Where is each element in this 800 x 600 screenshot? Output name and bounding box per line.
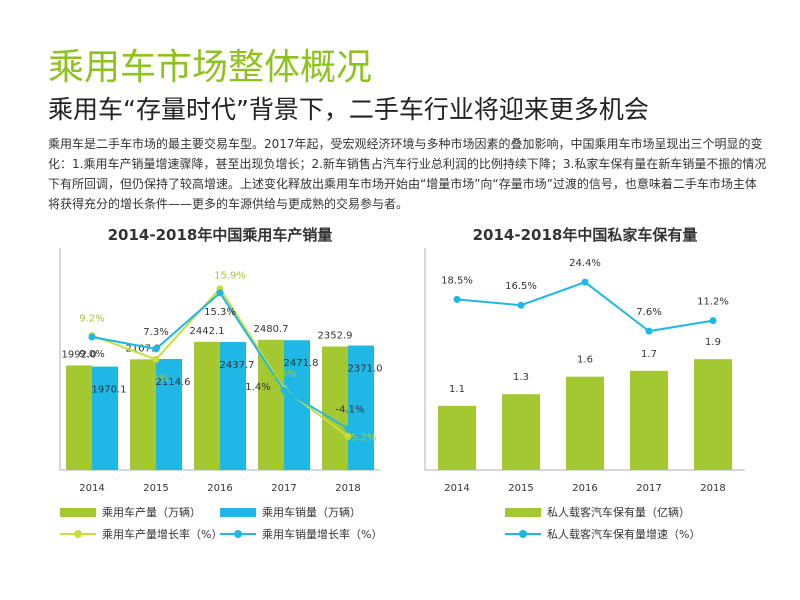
body-paragraph: 乘用车是二手车市场的最主要交易车型。2017年起，受宏观经济环境与多种市场因素的… bbox=[48, 137, 767, 211]
bar-ownership-2016 bbox=[566, 376, 604, 470]
bar-sales-2015 bbox=[156, 358, 182, 470]
data-label-sales-growth-2016: 15.3% bbox=[204, 307, 236, 318]
data-label-ownership-growth-2018: 11.2% bbox=[697, 297, 729, 308]
x-tick-label-2016: 2016 bbox=[207, 483, 232, 494]
point-production-growth-2018 bbox=[344, 432, 352, 440]
chart-1-legend: 乘用车产量（万辆） 乘用车销量（万辆） 乘用车产量增长率（%） 乘用车销量增长率… bbox=[60, 504, 400, 544]
point-ownership-growth-2018 bbox=[709, 317, 717, 325]
chart-2-legend: 私人载客汽车保有量（亿辆） 私人载客汽车保有量增速（%） bbox=[505, 504, 765, 544]
page-subtitle: 乘用车“存量时代”背景下，二手车行业将迎来更多机会 bbox=[48, 95, 649, 124]
data-label-sales-2017: 2471.8 bbox=[284, 358, 319, 369]
legend-item-production-growth: 乘用车产量增长率（%） bbox=[60, 526, 222, 542]
data-label-ownership-2016: 1.6 bbox=[577, 355, 593, 366]
bar-ownership-2015 bbox=[502, 394, 540, 470]
legend-item-sales: 乘用车销量（万辆） bbox=[220, 504, 361, 520]
data-label-sales-growth-2014: 9.0% bbox=[79, 349, 104, 360]
data-label-sales-2014: 1970.1 bbox=[92, 385, 127, 396]
point-sales-growth-2017 bbox=[280, 386, 288, 394]
data-label-sales-2016: 2437.7 bbox=[220, 360, 255, 371]
legend-swatch-production-growth bbox=[60, 529, 96, 539]
data-label-sales-2015: 2114.6 bbox=[156, 377, 191, 388]
data-label-production-growth-2014: 9.2% bbox=[79, 314, 104, 325]
legend-label-ownership: 私人载客汽车保有量（亿辆） bbox=[547, 506, 690, 519]
x-tick-label-2014: 2014 bbox=[444, 483, 469, 494]
production-sales-chart: 2014 2015 2016 2017 2018 1992.0 2107.9 2442.1 24… bbox=[59, 248, 383, 494]
data-label-ownership-growth-2015: 16.5% bbox=[505, 281, 537, 292]
data-label-ownership-2014: 1.1 bbox=[449, 384, 465, 395]
point-ownership-growth-2014 bbox=[453, 295, 461, 303]
data-label-ownership-growth-2014: 18.5% bbox=[441, 275, 473, 286]
legend-swatch-ownership bbox=[505, 507, 541, 517]
x-tick-label-2018: 2018 bbox=[335, 483, 360, 494]
x-tick-label-2015: 2015 bbox=[143, 483, 168, 494]
point-sales-growth-2018 bbox=[344, 425, 352, 433]
legend-swatch-ownership-growth bbox=[505, 529, 541, 539]
legend-item-ownership-growth: 私人载客汽车保有量增速（%） bbox=[505, 526, 700, 542]
data-label-ownership-2017: 1.7 bbox=[641, 349, 657, 360]
bar-production-2016 bbox=[194, 341, 220, 470]
private-car-ownership-chart: 2014 2015 2016 2017 2018 1.1 1.3 1.6 1.7 1.9 18.5%… bbox=[424, 248, 745, 494]
data-label-ownership-2015: 1.3 bbox=[513, 372, 529, 383]
bar-sales-2014 bbox=[92, 366, 118, 470]
point-sales-growth-2015 bbox=[152, 345, 160, 353]
data-label-sales-2018: 2371.0 bbox=[348, 364, 383, 375]
legend-swatch-production bbox=[60, 507, 96, 517]
data-label-production-2016: 2442.1 bbox=[190, 326, 225, 337]
data-label-sales-growth-2017: 1.4% bbox=[245, 382, 270, 393]
bar-ownership-2018 bbox=[694, 359, 732, 470]
bar-sales-2018 bbox=[348, 345, 374, 470]
x-tick-label-2016: 2016 bbox=[572, 483, 597, 494]
page-title: 乘用车市场整体概况 bbox=[48, 47, 373, 88]
line-ownership-growth bbox=[456, 281, 714, 333]
bar-production-2017 bbox=[258, 339, 284, 470]
x-tick-label-2015: 2015 bbox=[508, 483, 533, 494]
point-ownership-growth-2016 bbox=[581, 278, 589, 286]
bar-ownership-2014 bbox=[438, 405, 476, 470]
data-label-production-growth-2016: 15.9% bbox=[214, 271, 246, 282]
legend-label-production-growth: 乘用车产量增长率（%） bbox=[102, 528, 223, 541]
point-sales-growth-2016 bbox=[216, 289, 224, 297]
point-production-growth-2015 bbox=[152, 355, 160, 363]
x-tick-label-2017: 2017 bbox=[271, 483, 296, 494]
point-sales-growth-2014 bbox=[88, 333, 96, 341]
bar-ownership-2017 bbox=[630, 370, 668, 470]
legend-label-sales: 乘用车销量（万辆） bbox=[262, 506, 361, 519]
data-label-ownership-growth-2017: 7.6% bbox=[636, 307, 661, 318]
legend-item-ownership: 私人载客汽车保有量（亿辆） bbox=[505, 504, 690, 520]
legend-label-ownership-growth: 私人载客汽车保有量增速（%） bbox=[547, 528, 701, 541]
point-ownership-growth-2017 bbox=[645, 327, 653, 335]
bar-production-2018 bbox=[322, 346, 348, 470]
chart-2-title: 2014-2018年中国私家车保有量 bbox=[472, 226, 698, 244]
x-tick-label-2017: 2017 bbox=[636, 483, 661, 494]
data-label-ownership-growth-2016: 24.4% bbox=[569, 258, 601, 269]
legend-item-sales-growth: 乘用车销量增长率（%） bbox=[220, 526, 382, 542]
bar-production-2014 bbox=[66, 365, 92, 470]
data-label-production-2015: 2107.9 bbox=[126, 343, 161, 354]
legend-label-sales-growth: 乘用车销量增长率（%） bbox=[262, 528, 383, 541]
legend-swatch-sales-growth bbox=[220, 529, 256, 539]
data-label-production-growth-2017: 1.6% bbox=[271, 369, 296, 380]
bar-sales-2016 bbox=[220, 342, 246, 470]
legend-item-production: 乘用车产量（万辆） bbox=[60, 504, 201, 520]
data-label-production-2017: 2480.7 bbox=[254, 324, 289, 335]
data-label-production-2018: 2352.9 bbox=[318, 330, 353, 341]
data-label-production-2014: 1992.0 bbox=[62, 349, 97, 360]
bar-production-2015 bbox=[130, 359, 156, 470]
data-label-production-growth-2015: 5.8% bbox=[143, 373, 168, 384]
legend-swatch-sales bbox=[220, 507, 256, 517]
x-tick-label-2018: 2018 bbox=[700, 483, 725, 494]
data-label-sales-growth-2015: 7.3% bbox=[143, 327, 168, 338]
data-label-ownership-2018: 1.9 bbox=[705, 337, 721, 348]
point-ownership-growth-2015 bbox=[517, 301, 525, 309]
legend-label-production: 乘用车产量（万辆） bbox=[102, 506, 201, 519]
data-label-sales-growth-2018: -4.1% bbox=[335, 405, 364, 416]
x-tick-label-2014: 2014 bbox=[79, 483, 104, 494]
chart-1-title: 2014-2018年中国乘用车产销量 bbox=[107, 226, 333, 244]
data-label-production-growth-2018: -5.2% bbox=[347, 432, 376, 443]
